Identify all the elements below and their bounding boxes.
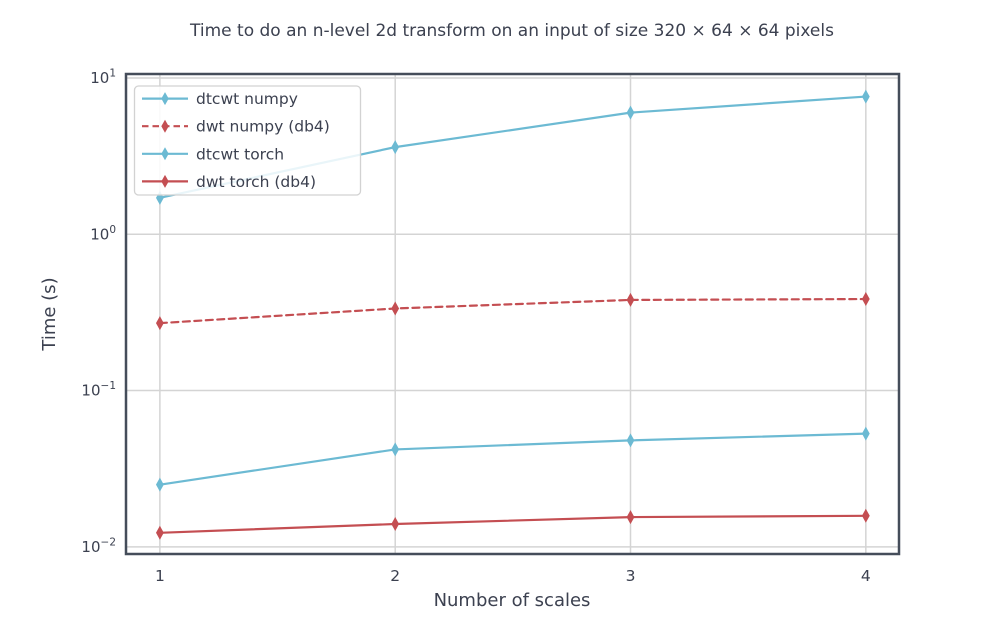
series-marker-dwt-numpy-db4 [861, 292, 870, 307]
legend-box [133, 85, 362, 196]
series-dwt-torch-db4 [155, 508, 870, 540]
series-marker-dwt-torch-db4 [861, 508, 870, 523]
plot-area: dtcwt numpy dwt numpy (db4) dtcwt torch dwt… [81, 67, 901, 585]
y-tick-label: 10−2 [81, 536, 116, 556]
legend: dtcwt numpy dwt numpy (db4) dtcwt torch dwt… [133, 85, 362, 196]
series-marker-dtcwt-torch [391, 442, 400, 457]
x-tick-label: 4 [861, 567, 871, 585]
y-tick-label: 10−1 [81, 380, 116, 400]
legend-entry: dtcwt torch [142, 145, 284, 163]
series-line-dtcwt-torch [158, 432, 867, 486]
chart-title: Time to do an n-level 2d transform on an… [189, 21, 834, 41]
legend-entry-label: dtcwt numpy [196, 90, 298, 108]
series-marker-dwt-numpy-db4 [391, 301, 400, 316]
series-marker-dtcwt-torch [861, 426, 870, 441]
legend-entry: dtcwt numpy [142, 90, 298, 108]
series-marker-dtcwt-numpy [861, 89, 870, 104]
series-marker-dtcwt-torch [155, 477, 164, 492]
series-marker-dwt-numpy-db4 [155, 316, 164, 331]
series-marker-dwt-torch-db4 [626, 510, 635, 525]
y-tick-label: 100 [90, 224, 116, 244]
series-line-dwt-torch-db4 [158, 514, 867, 534]
legend-entry-label: dwt numpy (db4) [196, 118, 330, 136]
x-tick-label: 3 [626, 567, 636, 585]
plot-spines [124, 72, 901, 556]
legend-sample-marker [161, 174, 169, 188]
legend-entry: dwt torch (db4) [142, 173, 316, 191]
legend-entry-label: dwt torch (db4) [196, 173, 316, 191]
x-axis-label: Number of scales [434, 590, 591, 611]
x-tick-label: 2 [390, 567, 400, 585]
legend-sample-marker [161, 147, 169, 161]
x-tick-label: 1 [155, 567, 165, 585]
legend-sample-marker [161, 92, 169, 106]
series-marker-dtcwt-numpy [626, 105, 635, 120]
series-marker-dwt-torch-db4 [155, 525, 164, 540]
series-marker-dwt-numpy-db4 [626, 292, 635, 307]
series-dtcwt-torch [155, 426, 870, 492]
series-marker-dwt-torch-db4 [391, 517, 400, 532]
y-tick-label: 101 [90, 67, 116, 87]
y-axis-label: Time (s) [39, 277, 60, 351]
series-dwt-numpy-db4 [155, 292, 870, 331]
legend-entry-label: dtcwt torch [196, 145, 284, 163]
series-marker-dtcwt-torch [626, 433, 635, 448]
series-line-dwt-numpy-db4 [158, 297, 867, 325]
series-marker-dtcwt-numpy [391, 140, 400, 155]
legend-entry: dwt numpy (db4) [142, 118, 330, 136]
legend-sample-marker [161, 119, 169, 133]
